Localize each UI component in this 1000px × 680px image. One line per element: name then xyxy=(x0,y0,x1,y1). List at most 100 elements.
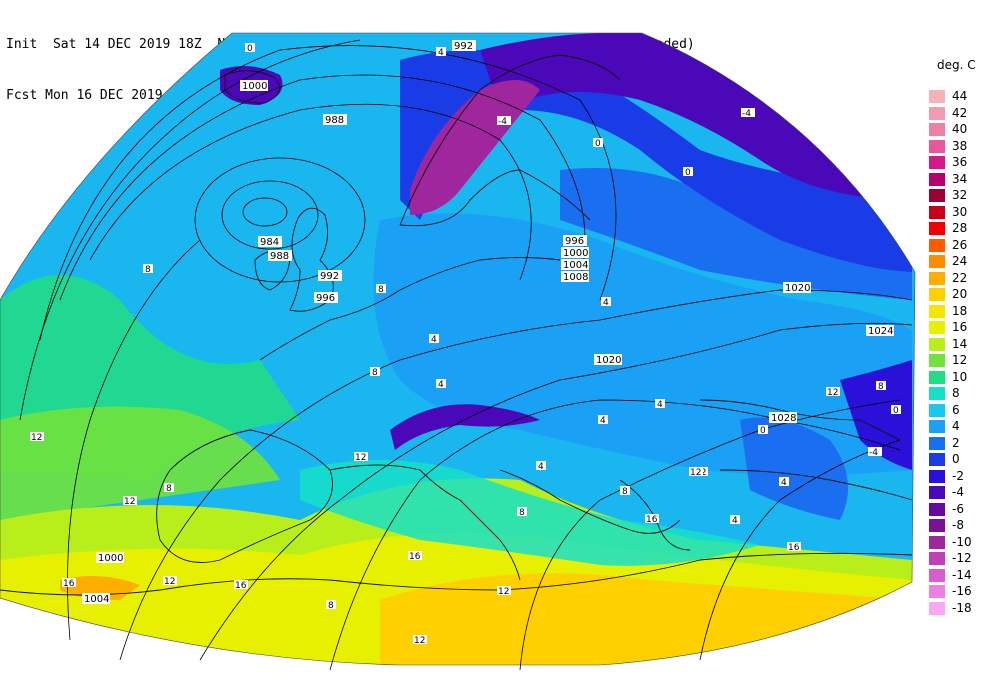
temp-label-text: 4 xyxy=(438,48,444,58)
legend-swatch xyxy=(929,271,945,285)
isobar-label-text: 996 xyxy=(565,236,584,247)
temp-label-text: 12 xyxy=(31,433,42,443)
legend-label: 30 xyxy=(952,204,968,219)
legend-label: 28 xyxy=(952,221,968,235)
isobar-labels: 992 1000 988 984 988 992 996 996 1000 10… xyxy=(82,40,894,605)
isobar-label-text: 1024 xyxy=(868,326,893,337)
temp-label: 4 xyxy=(779,477,789,488)
legend-swatch xyxy=(929,90,945,103)
temp-label-text: 0 xyxy=(685,168,691,178)
temp-label-text: 16 xyxy=(63,579,75,589)
legend-swatch xyxy=(929,535,945,549)
legend-label: -4 xyxy=(952,485,964,499)
legend-swatch xyxy=(929,321,945,334)
legend-label: 0 xyxy=(952,452,960,466)
temp-label: 12 xyxy=(413,635,427,646)
temp-label-text: 12 xyxy=(414,636,425,646)
temp-label: 12 xyxy=(163,576,177,587)
temp-label: 8 xyxy=(620,486,630,497)
isobar-label: 1028 xyxy=(769,412,797,424)
legend-label: 12 xyxy=(952,353,968,367)
legend-row: 0 xyxy=(929,451,999,468)
isobar-label: 1000 xyxy=(240,80,268,92)
temp-label-text: -4 xyxy=(742,109,751,119)
legend-row: 2 xyxy=(929,435,999,452)
legend-label: -14 xyxy=(952,567,972,582)
legend-label: 32 xyxy=(952,188,968,202)
temp-label: 12 xyxy=(123,496,137,507)
temp-label: 4 xyxy=(655,399,665,410)
legend-row: -6 xyxy=(929,501,999,518)
legend-row: 26 xyxy=(929,237,999,254)
temp-label-text: 0 xyxy=(893,406,899,416)
temp-label-text: -4 xyxy=(498,117,507,127)
isobar-label: 996 xyxy=(314,292,338,304)
legend-swatch xyxy=(929,502,945,516)
isobar-label: 1004 xyxy=(561,259,589,271)
temp-label-text: 8 xyxy=(378,285,384,295)
isobar-label: 1000 xyxy=(96,552,124,564)
isobar-label-text: 1020 xyxy=(785,283,810,294)
isobar-label-text: 988 xyxy=(270,251,289,262)
temp-label: 8 xyxy=(376,284,386,295)
legend-row: -4 xyxy=(929,484,999,501)
temp-label: 12 xyxy=(354,452,368,463)
legend-label: 34 xyxy=(952,171,968,186)
legend-label: 8 xyxy=(952,386,960,400)
temp-label: 4 xyxy=(730,515,740,526)
temp-label-text: 12 xyxy=(827,388,838,398)
temp-label: 8 xyxy=(517,507,527,518)
temp-label-text: 8 xyxy=(622,487,628,497)
legend-swatch xyxy=(929,354,945,367)
legend-row: 22 xyxy=(929,270,999,287)
isobar-label: 984 xyxy=(258,236,282,248)
temp-label-text: 8 xyxy=(519,508,525,518)
legend-label: -6 xyxy=(952,501,964,516)
temp-label: 12 xyxy=(689,467,703,478)
legend-label: 44 xyxy=(952,89,968,103)
legend-row: 14 xyxy=(929,336,999,353)
legend-swatch xyxy=(929,238,945,252)
temp-label-text: 4 xyxy=(657,400,663,410)
legend-swatch xyxy=(929,486,945,499)
legend-row: -18 xyxy=(929,600,999,617)
isobar-label: 996 xyxy=(563,235,587,247)
temp-label: 8 xyxy=(143,264,153,275)
temp-label-text: 4 xyxy=(603,298,609,308)
legend-label: 26 xyxy=(952,237,968,252)
legend-swatch xyxy=(929,387,945,400)
temp-label-text: 8 xyxy=(328,601,334,611)
legend-label: 24 xyxy=(952,254,968,268)
legend-swatch xyxy=(929,304,945,318)
legend-swatch xyxy=(929,156,945,169)
legend-title: deg. C xyxy=(937,58,976,72)
isobars xyxy=(19,39,913,671)
temp-label-text: 12 xyxy=(124,497,135,507)
temp-label-text: 0 xyxy=(247,44,253,54)
legend-label: -16 xyxy=(952,584,972,598)
legend-swatch xyxy=(929,453,945,466)
legend-label: 20 xyxy=(952,287,968,301)
legend-swatch xyxy=(929,205,945,219)
legend-swatch xyxy=(929,403,945,417)
isobar-label-text: 1004 xyxy=(563,260,588,271)
temp-label-text: 4 xyxy=(600,416,606,426)
legend-row: 20 xyxy=(929,286,999,303)
isobar-label-text: 1020 xyxy=(596,355,621,366)
legend-row: 40 xyxy=(929,121,999,138)
legend-swatch xyxy=(929,420,945,433)
legend-row: -16 xyxy=(929,583,999,600)
legend-row: 28 xyxy=(929,220,999,237)
legend-swatch xyxy=(929,585,945,598)
temp-label-text: 4 xyxy=(781,478,787,488)
temp-label-text: -4 xyxy=(869,448,878,458)
temp-label-text: 8 xyxy=(878,382,884,392)
temp-label: 16 xyxy=(234,580,248,591)
temp-label: -4 xyxy=(741,108,755,119)
legend-swatch xyxy=(929,106,945,120)
temperature-labels: 0 4 8 8 12 8 12 8 12 16 12 16 4 4 0 -4 -… xyxy=(30,43,901,646)
legend-swatch xyxy=(929,288,945,301)
legend-row: 34 xyxy=(929,171,999,188)
